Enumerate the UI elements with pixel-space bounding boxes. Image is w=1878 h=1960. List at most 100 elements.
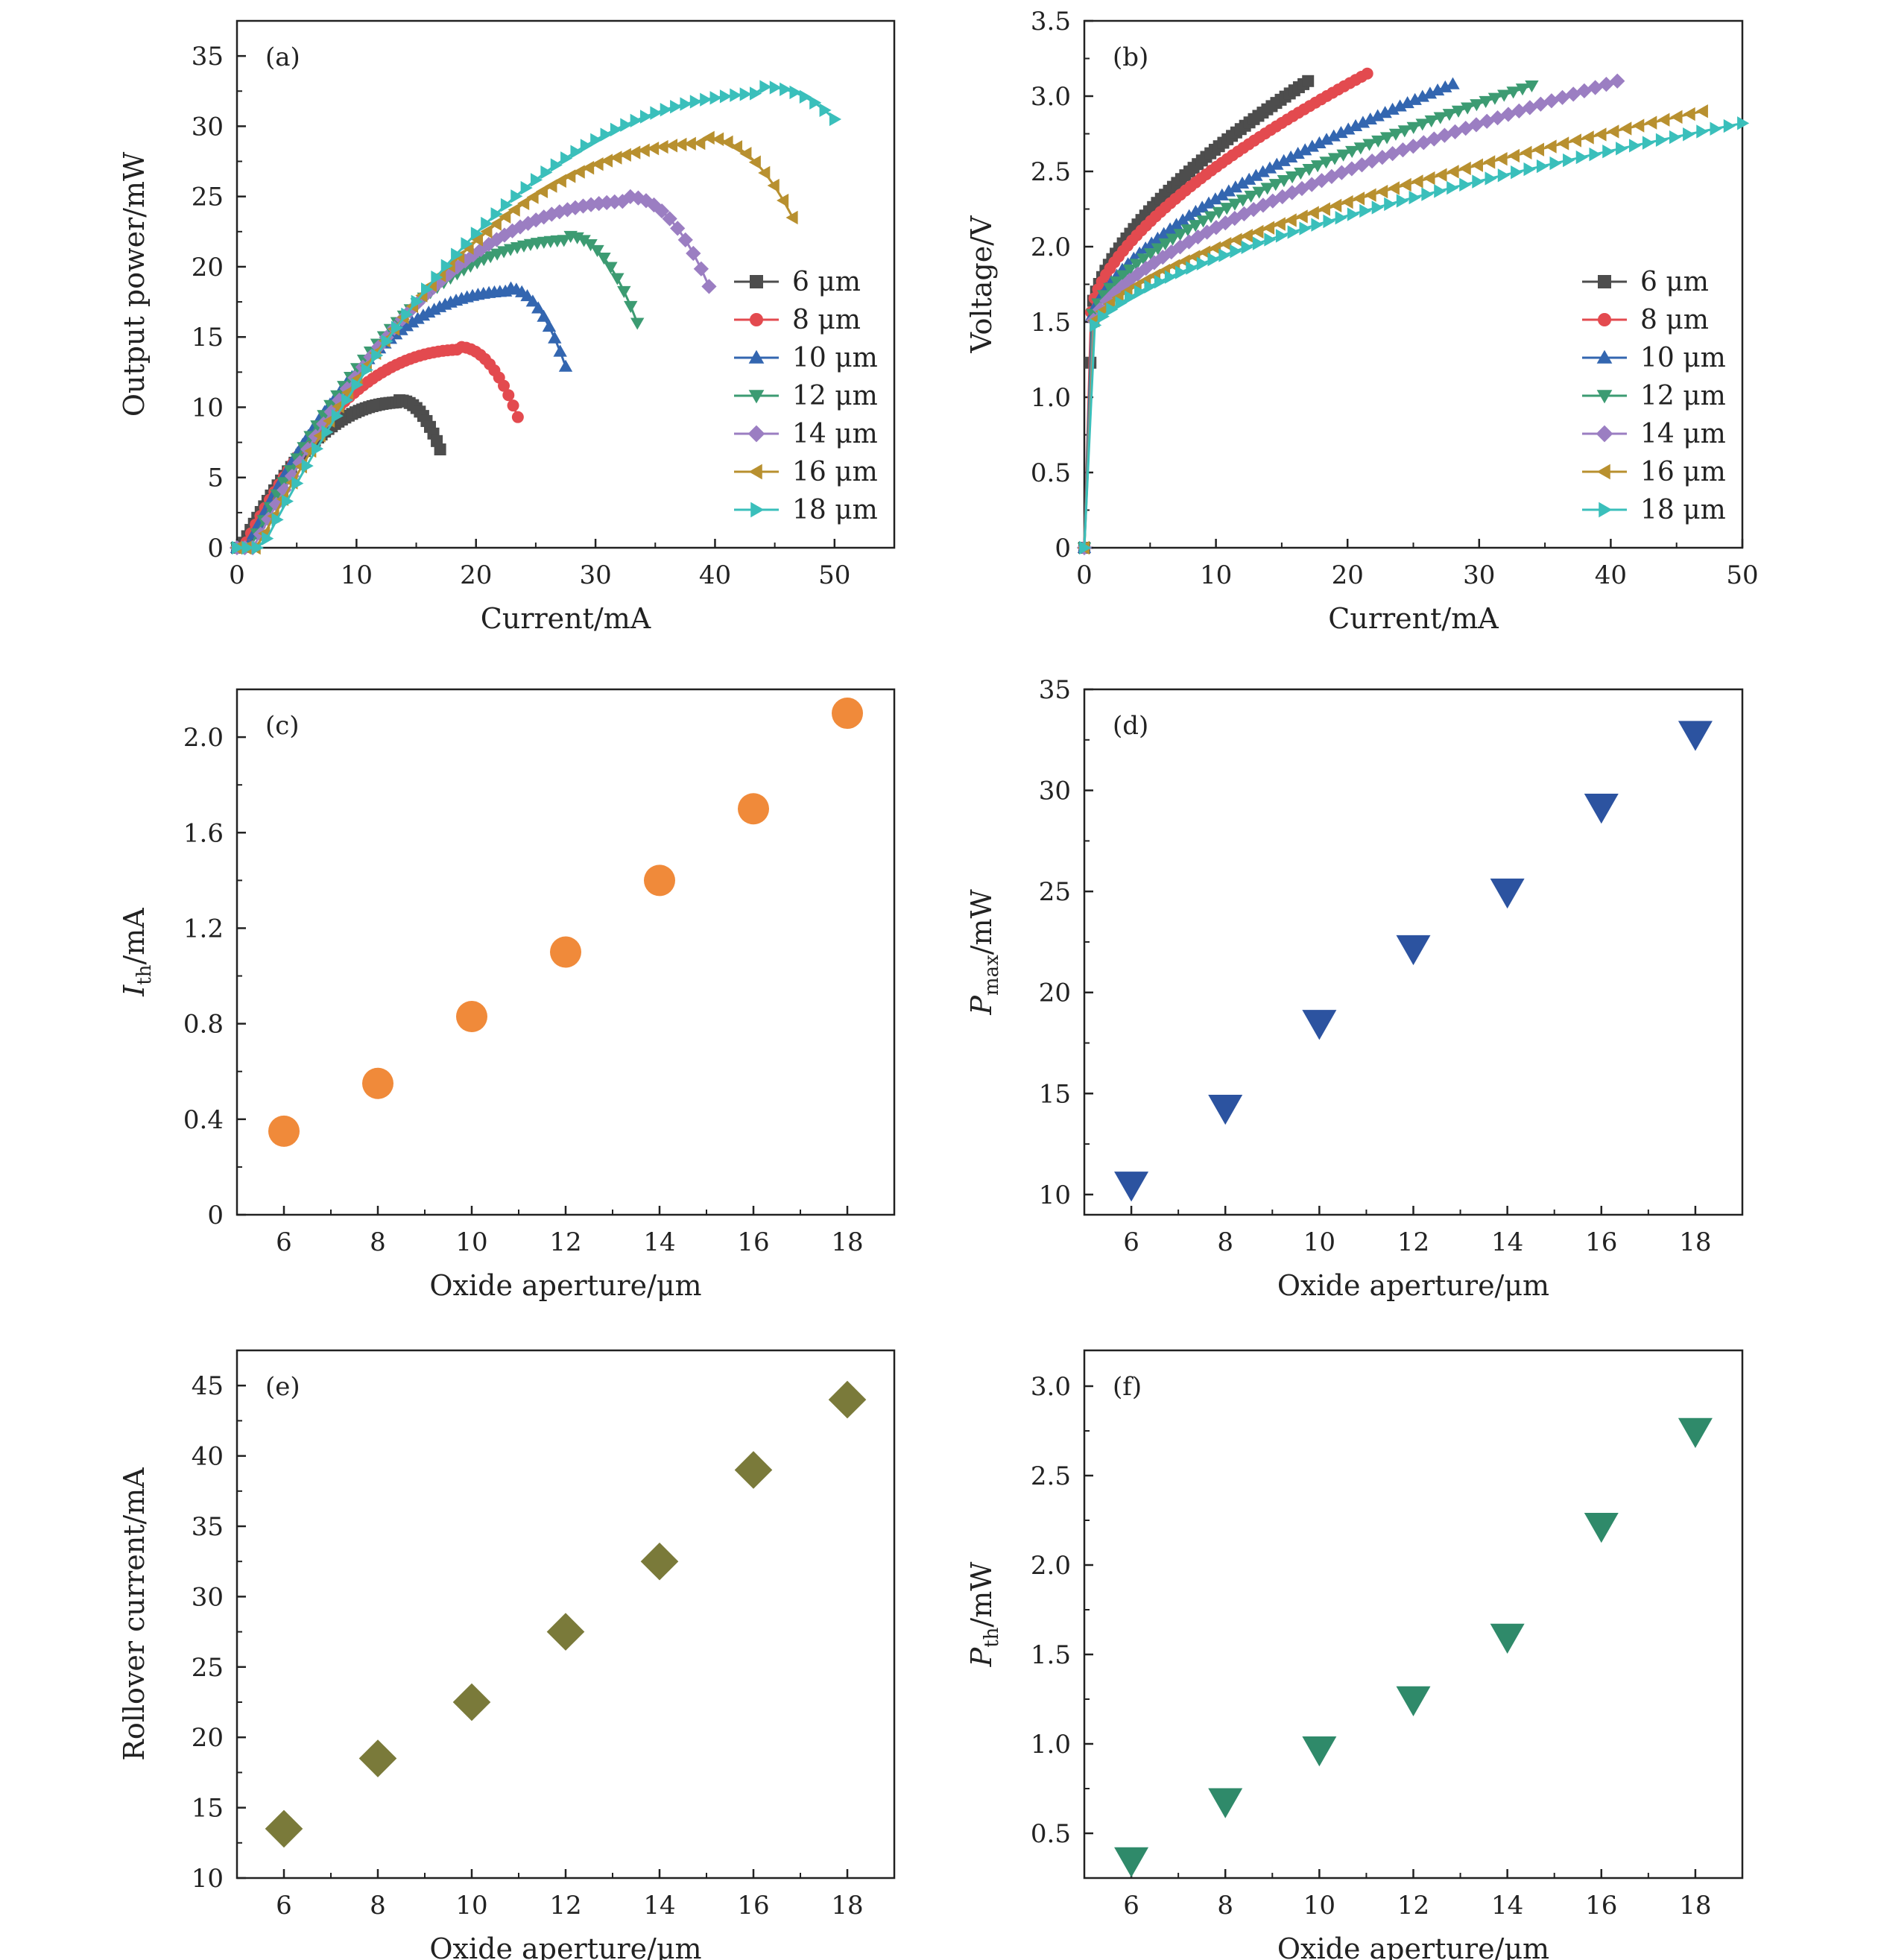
x-tick-label: 6	[1123, 1891, 1139, 1921]
data-point	[1642, 136, 1655, 150]
data-point	[557, 235, 571, 247]
data-point	[540, 165, 553, 180]
legend-marker	[750, 502, 765, 518]
data-point	[1396, 1686, 1431, 1716]
data-point	[689, 95, 702, 109]
data-point	[391, 320, 404, 335]
data-point	[1497, 89, 1511, 102]
legend-marker	[748, 390, 765, 404]
data-point	[712, 132, 724, 146]
data-point	[1584, 794, 1619, 824]
data-point	[1408, 92, 1422, 105]
data-point	[1227, 198, 1242, 211]
y-tick-label: 2.5	[1031, 1461, 1071, 1491]
y-tick-label: 5	[207, 464, 224, 493]
data-point	[465, 247, 481, 263]
data-point	[1490, 1623, 1525, 1654]
data-point	[1670, 110, 1683, 124]
data-point	[1275, 229, 1289, 243]
data-point	[1204, 211, 1218, 224]
data-point	[1396, 935, 1431, 966]
data-point	[1344, 161, 1359, 177]
data-point	[452, 1683, 491, 1722]
data-point	[470, 227, 483, 241]
legend-label: 14 μm	[1640, 419, 1726, 449]
data-point	[550, 158, 563, 172]
data-point	[1430, 83, 1445, 96]
x-axis-title: Oxide aperture/μm	[1277, 1269, 1549, 1302]
data-point	[1723, 118, 1736, 133]
y-tick-label: 0	[207, 1201, 224, 1230]
series-10μm	[1077, 77, 1460, 553]
data-point	[1388, 128, 1403, 141]
data-point	[1285, 171, 1300, 184]
data-point	[1262, 221, 1275, 235]
data-point	[665, 139, 678, 153]
data-point	[1628, 139, 1642, 153]
data-point	[1221, 184, 1236, 197]
data-point	[1362, 139, 1376, 151]
data-point	[1251, 224, 1264, 239]
data-point	[1487, 92, 1502, 105]
data-point	[1468, 117, 1485, 133]
data-point	[1421, 187, 1434, 201]
data-point	[1122, 264, 1137, 276]
x-tick-label: 18	[1679, 1227, 1711, 1257]
data-point	[1302, 1010, 1337, 1040]
x-tick-label: 18	[831, 1227, 863, 1257]
data-point	[1341, 195, 1353, 209]
y-tick-label: 0	[1055, 534, 1071, 563]
data-point	[1363, 112, 1377, 125]
y-tick-label: 10	[1039, 1180, 1071, 1210]
x-tick-label: 30	[579, 560, 611, 590]
x-axis-title: Current/mA	[1328, 602, 1499, 635]
data-point	[550, 936, 581, 968]
data-point	[1451, 105, 1466, 118]
data-point	[1536, 159, 1549, 174]
x-tick-label: 20	[460, 560, 492, 590]
data-point	[1252, 186, 1266, 199]
data-point	[1616, 142, 1628, 156]
data-point	[1249, 168, 1263, 181]
data-point	[1208, 1095, 1243, 1125]
x-tick-label: 10	[341, 560, 373, 590]
data-point	[1164, 270, 1177, 284]
data-point	[1319, 157, 1333, 169]
data-point	[1416, 135, 1432, 151]
data-point	[1188, 220, 1203, 233]
data-point	[434, 268, 446, 282]
data-point	[758, 165, 771, 180]
data-point	[560, 151, 573, 165]
data-point	[1523, 162, 1536, 177]
data-point	[1599, 77, 1614, 92]
data-point	[700, 92, 712, 107]
legend-marker	[748, 464, 762, 480]
data-point	[470, 233, 484, 247]
data-point	[750, 86, 762, 101]
data-point	[617, 285, 631, 298]
data-point	[1099, 293, 1115, 309]
y-tick-label: 1.0	[1031, 1730, 1071, 1760]
x-axis-title: Oxide aperture/μm	[429, 1269, 701, 1302]
data-point	[670, 99, 683, 114]
data-point	[680, 97, 692, 111]
data-point	[1265, 193, 1280, 209]
data-point	[1175, 213, 1190, 226]
data-point	[1079, 540, 1092, 555]
data-point	[1695, 104, 1708, 118]
data-point	[1106, 302, 1119, 317]
y-tick-label: 2.0	[183, 723, 224, 753]
data-point	[371, 348, 384, 363]
legend-label: 12 μm	[792, 381, 878, 411]
data-point	[1348, 118, 1363, 131]
data-point	[1515, 83, 1530, 96]
data-point	[1287, 225, 1300, 239]
data-point	[1242, 172, 1256, 185]
data-point	[1236, 195, 1250, 207]
y-tick-label: 10	[192, 1864, 224, 1894]
data-point	[1678, 1417, 1713, 1448]
data-point	[1115, 296, 1128, 310]
data-point	[350, 372, 363, 386]
x-axis-title: Oxide aperture/μm	[429, 1932, 701, 1960]
